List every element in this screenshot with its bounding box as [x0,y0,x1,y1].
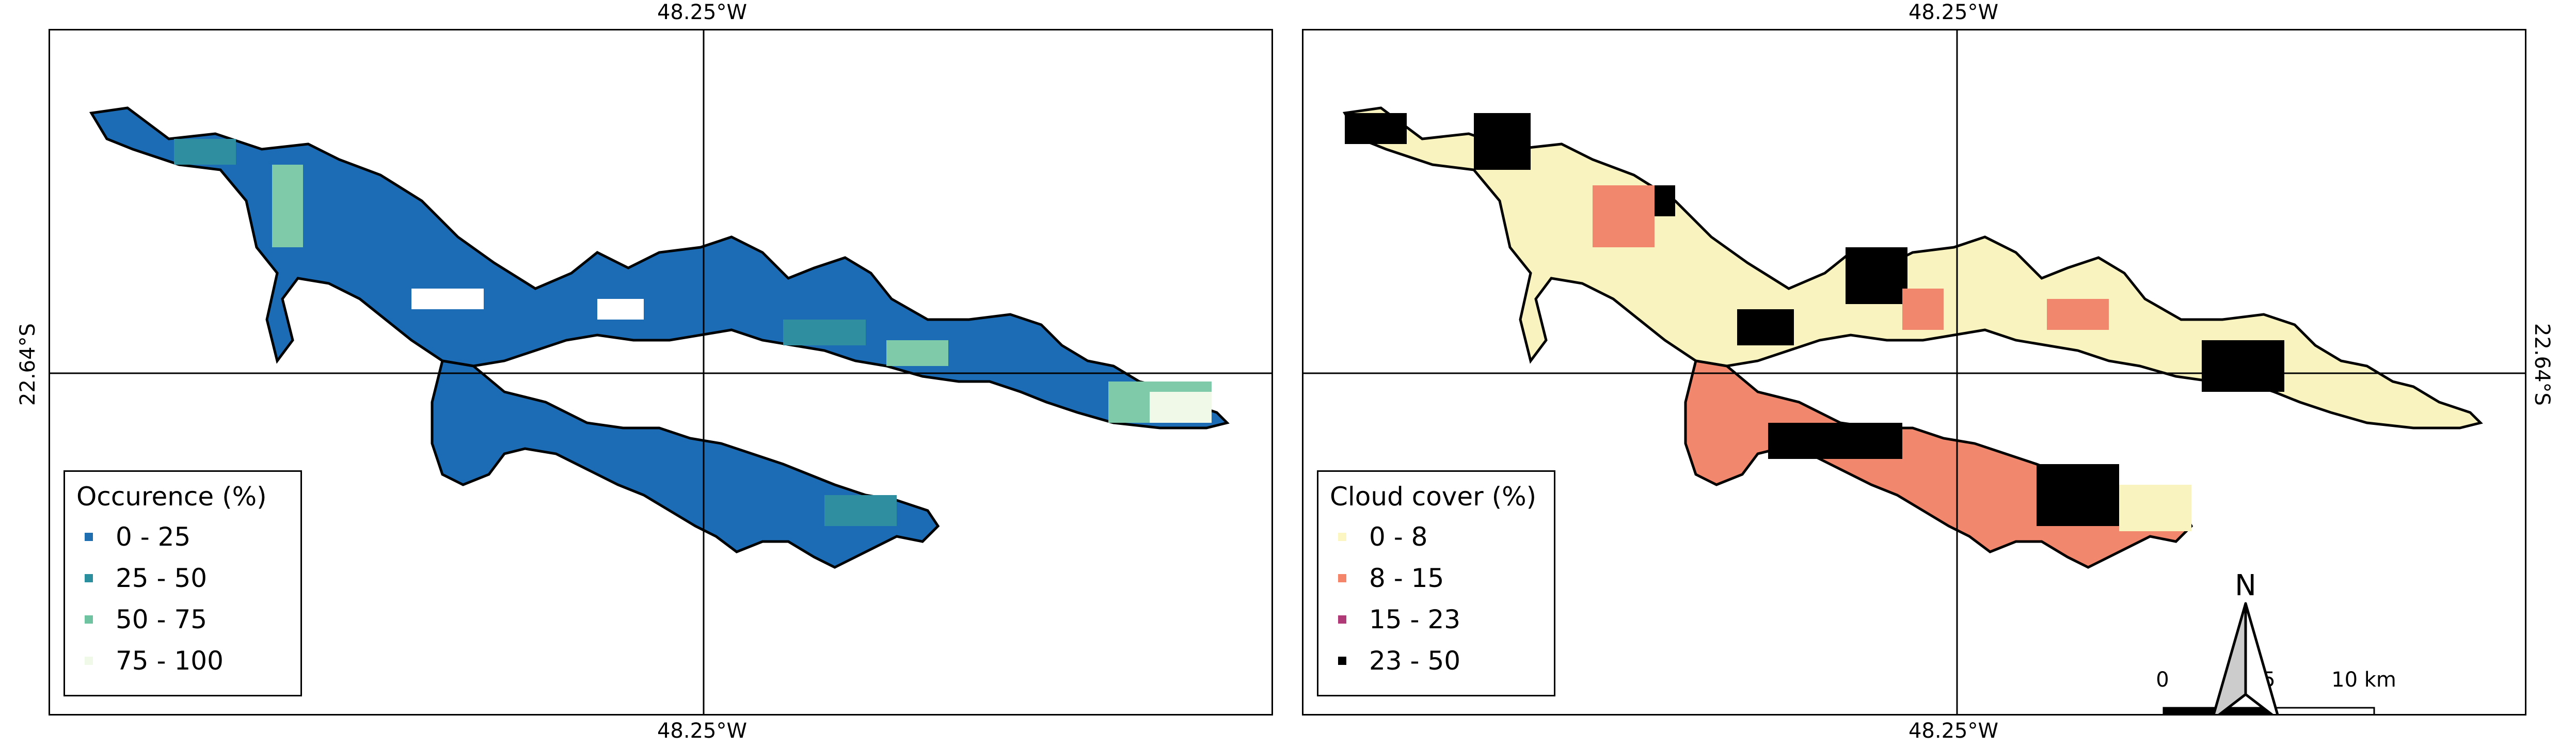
cloud-patch [1768,423,1902,459]
legend-label: 15 - 23 [1369,605,1461,634]
cloud-patch [2202,340,2284,392]
occurrence-patch [886,340,948,366]
cloud-patch [2047,299,2109,330]
occurrence-patch [1150,392,1212,423]
legend-item: 50 - 75 [85,604,307,635]
north-arrow-icon [2212,602,2279,714]
legend-swatch [85,533,93,541]
north-letter: N [2235,569,2256,602]
occurrence-patch [174,139,236,165]
left-bottom-longitude-label: 48.25°W [657,719,748,743]
cloud-cover-legend: Cloud cover (%) 0 - 8 8 - 15 15 - 23 23 … [1317,470,1555,696]
north-arrow: N [2207,569,2284,714]
legend-item: 75 - 100 [85,645,307,676]
legend-swatch [85,574,93,582]
legend-label: 8 - 15 [1369,563,1444,593]
legend-item: 0 - 8 [1338,521,1560,552]
right-bottom-longitude-label: 48.25°W [1908,719,1999,743]
occurrence-patch [824,495,897,526]
occurrence-map [50,30,1271,714]
occurrence-map-panel: Occurence (%) 0 - 25 25 - 50 50 - 75 75 … [49,29,1273,716]
legend-item: 8 - 15 [1338,563,1560,594]
occurrence-patch [597,299,644,320]
legend-label: 75 - 100 [116,646,224,676]
legend-title: Cloud cover (%) [1330,482,1537,512]
left-latitude-label: 22.64°S [15,323,40,406]
cloud-patch [1474,113,1531,170]
legend-swatch [85,657,93,665]
legend-swatch [1338,657,1346,665]
legend-label: 25 - 50 [116,563,208,593]
legend-item: 25 - 50 [85,563,307,594]
occurrence-patch [411,289,484,309]
right-top-longitude-label: 48.25°W [1908,1,1999,24]
scale-label-0: 0 [2156,668,2169,692]
legend-label: 0 - 25 [116,522,191,552]
cloud-cover-map-panel: Cloud cover (%) 0 - 8 8 - 15 15 - 23 23 … [1302,29,2526,716]
legend-label: 50 - 75 [116,605,208,634]
legend-swatch [1338,615,1346,624]
occurrence-patch [783,320,866,345]
legend-swatch [1338,533,1346,541]
right-latitude-label: 22.64°S [2530,323,2554,406]
cloud-cover-map [1303,30,2525,714]
cloud-patch [2037,464,2119,526]
reservoir-upper-arm [89,106,1230,430]
occurrence-legend: Occurence (%) 0 - 25 25 - 50 50 - 75 75 … [63,470,302,696]
reservoir-lower-arm [431,359,940,569]
occurrence-patch [272,165,303,247]
legend-swatch [1338,574,1346,582]
cloud-patch [1902,289,1944,330]
legend-item: 23 - 50 [1338,645,1560,676]
legend-swatch [85,615,93,624]
scale-label-10: 10 km [2331,668,2396,692]
cloud-patch [2119,485,2191,531]
legend-title: Occurence (%) [76,482,267,512]
left-top-longitude-label: 48.25°W [657,1,748,24]
cloud-patch [1593,185,1655,247]
legend-item: 15 - 23 [1338,604,1560,635]
cloud-patch [1846,247,1907,304]
legend-item: 0 - 25 [85,521,307,552]
legend-label: 0 - 8 [1369,522,1428,552]
cloud-patch [1345,113,1407,144]
cloud-patch [1737,309,1794,345]
legend-label: 23 - 50 [1369,646,1461,676]
